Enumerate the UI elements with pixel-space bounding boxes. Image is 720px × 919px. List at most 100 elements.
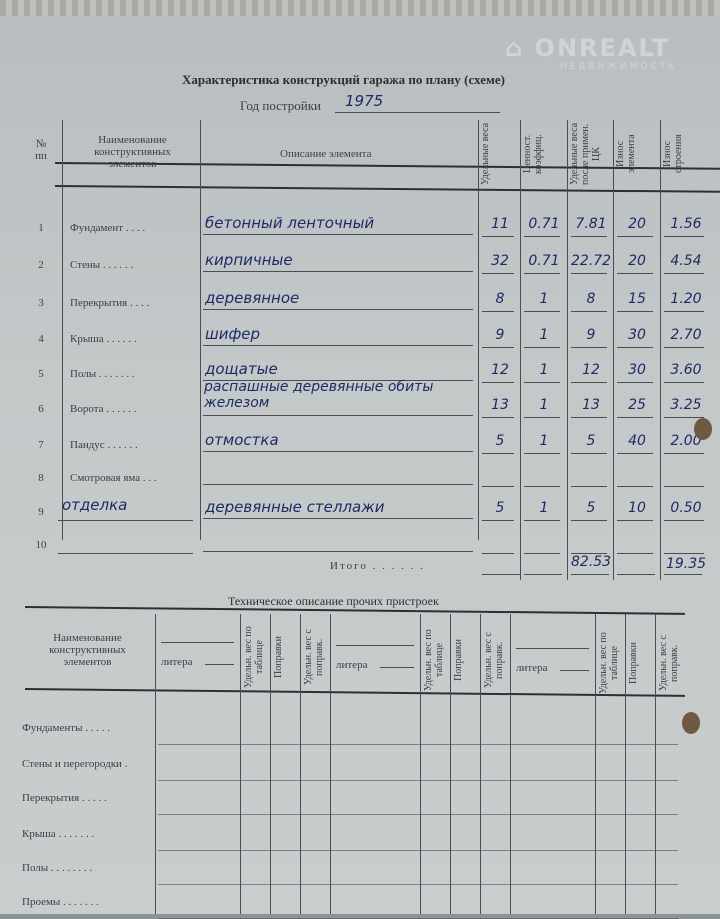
- column-divider: [510, 614, 511, 914]
- row-weight-after: 13: [582, 397, 600, 413]
- row-weight: 8: [495, 290, 505, 307]
- row-description: бетонный ленточный: [205, 214, 375, 232]
- column-divider: [300, 614, 301, 914]
- litera-value-line: [205, 664, 234, 665]
- underline: [664, 574, 702, 575]
- row-number: 10: [35, 539, 47, 552]
- row-element-name: Ворота . . . . . .: [70, 403, 137, 415]
- header-wear-building: Износ строения: [662, 134, 684, 174]
- underline: [524, 520, 560, 522]
- sub-header: Удельн. вес по таблице: [598, 632, 620, 694]
- row-element-name: Полы . . . . . . .: [70, 368, 135, 381]
- underline: [617, 574, 655, 575]
- underline: [617, 553, 653, 555]
- underline: [664, 382, 704, 384]
- sub-header: Поправки: [453, 639, 464, 681]
- row-element-name: Фундамент . . . .: [70, 222, 146, 234]
- underline: [524, 574, 562, 575]
- row-element-name: Крыша . . . . . .: [70, 333, 137, 346]
- underline: [482, 553, 514, 555]
- document-page: ⌂ ONREALT НЕДВИЖИМОСТЬ Характеристика ко…: [0, 14, 720, 919]
- underline: [571, 417, 607, 418]
- underline: [664, 520, 704, 522]
- main-table-title: Характеристика конструкций гаража по пла…: [182, 72, 505, 87]
- sub-header: Удельн. вес по таблице: [423, 629, 445, 691]
- underline: [571, 272, 607, 274]
- underline: [482, 417, 514, 418]
- underline: [482, 272, 514, 274]
- row-element-name: Стены . . . . . .: [70, 258, 134, 271]
- header-value-coef: Ценност. коэффиц.: [522, 134, 544, 174]
- underline: [571, 485, 607, 487]
- row-line: [158, 780, 678, 781]
- column-divider: [200, 120, 201, 540]
- column-divider: [155, 614, 156, 914]
- underline: [617, 272, 653, 274]
- row-wear-bld: 3.25: [670, 397, 702, 413]
- underline: [203, 270, 473, 272]
- row-wear-el: 25: [628, 397, 646, 413]
- underline: [524, 382, 560, 384]
- row-description: деревянное: [205, 288, 300, 307]
- header-wear-element: Износ элемента: [615, 134, 637, 174]
- column-divider: [595, 614, 596, 914]
- column-divider: [660, 120, 661, 580]
- header-num: № пп: [35, 138, 47, 162]
- row-weight-after: 22.72: [571, 252, 612, 269]
- row-weight: 5: [495, 500, 505, 517]
- underline: [482, 236, 514, 237]
- row-line: [158, 744, 678, 745]
- underline: [617, 520, 653, 522]
- underline: [664, 452, 704, 454]
- row-weight-after: 9: [586, 327, 596, 344]
- row-wear-el: 20: [628, 252, 646, 269]
- row-description: распашные деревянные обиты железом: [204, 379, 434, 411]
- total-wear: 19.35: [665, 556, 707, 572]
- punch-hole: [682, 712, 700, 734]
- row-number: 1: [38, 222, 44, 234]
- underline: [482, 485, 514, 487]
- row-coef: 1: [539, 327, 549, 344]
- underline: [524, 272, 560, 274]
- row-number: 5: [38, 368, 44, 381]
- row-coef: 1: [539, 362, 549, 379]
- column-divider: [478, 120, 479, 540]
- underline: [664, 485, 704, 487]
- total-label: Итого . . . . . .: [330, 560, 425, 572]
- underline: [617, 382, 653, 384]
- underline: [524, 553, 560, 555]
- row-number: 4: [38, 333, 44, 346]
- header-name: Наименование конструктивных элементов: [94, 134, 171, 170]
- row-weight: 13: [491, 397, 509, 413]
- underline: [617, 347, 653, 349]
- row-coef: 1: [539, 290, 549, 307]
- row-weight: 11: [491, 216, 509, 232]
- column-divider: [625, 614, 626, 914]
- underline: [203, 380, 473, 382]
- row-wear-el: 20: [628, 216, 646, 232]
- underline: [664, 347, 704, 349]
- litera-value-line: [380, 667, 414, 668]
- row-element-name: Смотровая яма . . .: [70, 471, 157, 484]
- underline: [571, 310, 607, 312]
- underline: [571, 236, 607, 237]
- column-divider: [655, 614, 656, 914]
- header-description: Описание элемента: [280, 148, 372, 160]
- sub-header: Удельн. вес по таблице: [243, 626, 265, 688]
- row-wear-el: 30: [628, 362, 646, 379]
- underline: [482, 382, 514, 384]
- underline: [482, 347, 514, 349]
- total-weight-after: 82.53: [571, 554, 612, 570]
- column-divider: [567, 120, 568, 580]
- row-wear-el: 15: [628, 290, 646, 307]
- row-number: 8: [38, 471, 44, 484]
- other-table-title: Техническое описание прочих пристроек: [228, 594, 439, 608]
- sub-header: Удельн. вес с поправк.: [303, 629, 325, 685]
- row-description: шифер: [205, 325, 261, 344]
- row-wear-el: 10: [628, 500, 646, 517]
- underline: [617, 236, 653, 237]
- row-wear-bld: 3.60: [670, 362, 702, 379]
- underline: [203, 234, 473, 235]
- row-weight-after: 5: [586, 432, 596, 449]
- row-weight-after: 7.81: [575, 216, 607, 232]
